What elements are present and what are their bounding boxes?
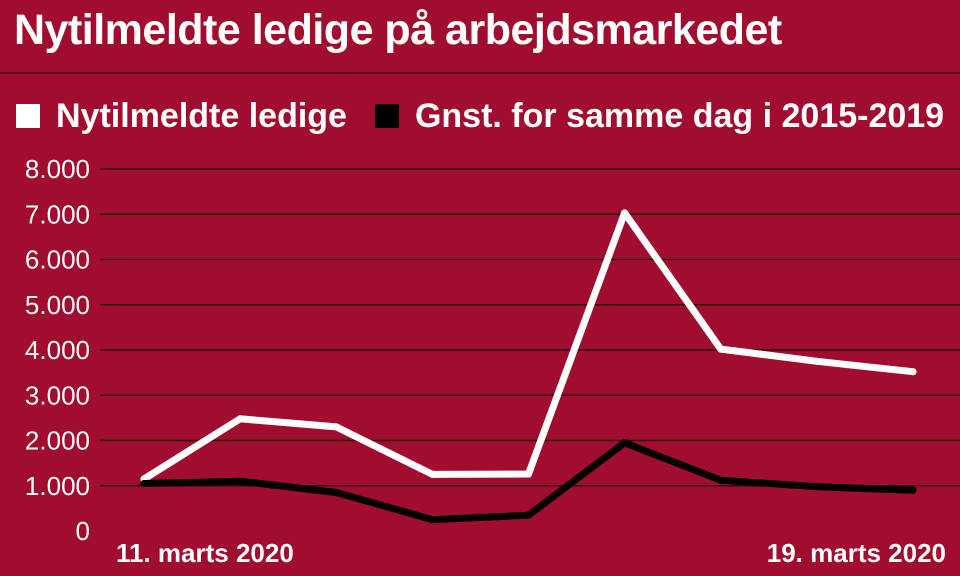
legend-label-gennemsnit: Gnst. for samme dag i 2015-2019 — [414, 96, 945, 135]
data-point — [525, 470, 532, 478]
y-tick-label: 0 — [76, 516, 90, 546]
data-point — [428, 516, 436, 524]
data-point — [717, 476, 725, 484]
y-tick-label: 2.000 — [25, 426, 90, 456]
data-point — [332, 423, 340, 431]
data-point — [621, 439, 629, 447]
y-tick-label: 4.000 — [25, 335, 90, 365]
chart-title: Nytilmeldte ledige på arbejdsmarkedet — [14, 6, 782, 54]
data-point — [236, 477, 244, 485]
legend-item-nytilmeldte: Nytilmeldte ledige — [16, 97, 347, 136]
data-point — [525, 511, 532, 519]
data-point — [717, 345, 725, 353]
data-point — [621, 209, 629, 217]
legend-label-nytilmeldte: Nytilmeldte ledige — [56, 96, 347, 135]
y-tick-label: 1.000 — [25, 471, 90, 501]
data-point — [428, 470, 436, 478]
legend-swatch-white — [16, 104, 40, 128]
y-tick-label: 3.000 — [25, 380, 90, 410]
y-tick-label: 8.000 — [25, 154, 90, 184]
data-point — [909, 368, 917, 376]
series-line-nytilmeldte — [140, 209, 917, 483]
legend-item-gennemsnit: Gnst. for samme dag i 2015-2019 — [374, 96, 945, 136]
legend-swatch-black — [374, 104, 399, 128]
data-point — [140, 479, 148, 487]
title-divider — [0, 72, 960, 74]
x-label-end: 19. marts 2020 — [767, 538, 946, 568]
y-tick-label: 5.000 — [25, 290, 90, 320]
data-point — [909, 486, 917, 494]
data-point — [813, 357, 821, 365]
series-line-gennemsnit — [140, 439, 917, 524]
legend: Nytilmeldte ledige Gnst. for samme dag i… — [16, 94, 960, 138]
x-label-start: 11. marts 2020 — [116, 538, 294, 568]
y-tick-label: 7.000 — [25, 199, 90, 229]
y-tick-label: 6.000 — [25, 245, 90, 275]
data-point — [236, 415, 244, 423]
data-point — [332, 489, 340, 497]
data-point — [813, 483, 821, 491]
